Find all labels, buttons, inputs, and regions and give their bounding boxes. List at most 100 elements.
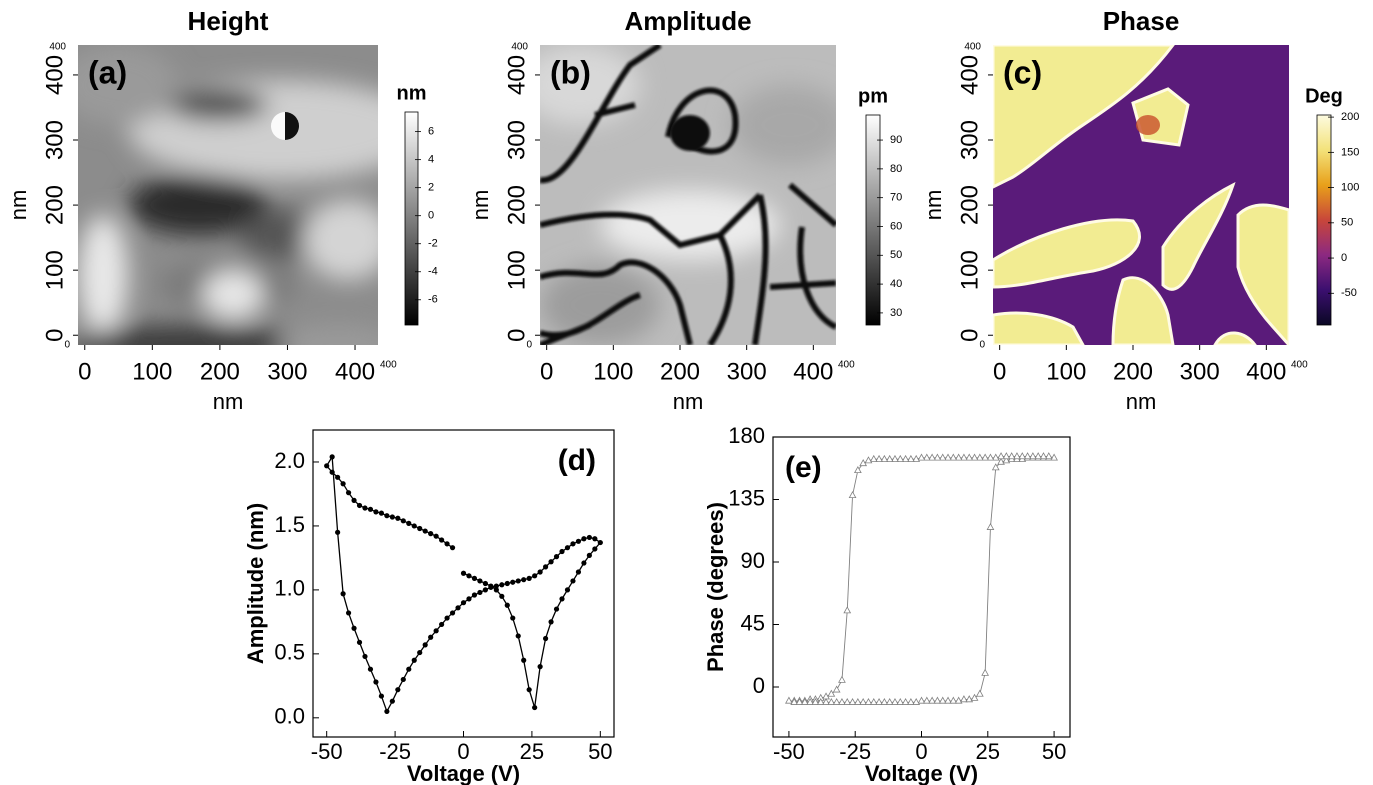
x-tick-label: 0 bbox=[540, 358, 553, 385]
data-point bbox=[907, 697, 915, 705]
data-point bbox=[944, 696, 952, 704]
y-tick-label: 400 bbox=[956, 55, 983, 95]
data-point bbox=[499, 582, 505, 588]
data-point bbox=[811, 697, 820, 705]
y-tick-label: 200 bbox=[956, 185, 983, 225]
data-point bbox=[859, 459, 868, 467]
data-point bbox=[991, 453, 1000, 461]
y-tick-label: 400 bbox=[41, 55, 68, 95]
data-point bbox=[960, 453, 968, 461]
colorbar-tick-label: 50 bbox=[1341, 217, 1353, 229]
data-point bbox=[922, 696, 931, 704]
data-point bbox=[997, 457, 1005, 465]
data-point bbox=[986, 453, 995, 461]
x-tick-label: -25 bbox=[839, 739, 871, 764]
data-point bbox=[592, 546, 598, 552]
data-point bbox=[400, 518, 406, 524]
data-point bbox=[970, 453, 979, 461]
data-point bbox=[559, 596, 565, 602]
data-point bbox=[400, 676, 406, 683]
image-title: Amplitude bbox=[624, 6, 751, 36]
data-point bbox=[822, 697, 830, 705]
colorbar-tick-label: 90 bbox=[890, 134, 902, 146]
x-tick-label: 200 bbox=[660, 358, 700, 385]
panel-label: (a) bbox=[88, 54, 127, 90]
data-point bbox=[843, 606, 852, 614]
data-point bbox=[816, 697, 825, 705]
data-point bbox=[542, 564, 549, 570]
data-point bbox=[949, 453, 958, 461]
x-tick-label: 100 bbox=[593, 358, 633, 385]
x-tick-label: 400 bbox=[1246, 358, 1286, 385]
data-point bbox=[575, 569, 582, 575]
y-tick-label: 300 bbox=[503, 120, 530, 160]
data-point bbox=[521, 657, 527, 663]
data-point bbox=[444, 615, 450, 621]
data-point bbox=[384, 708, 390, 715]
data-point bbox=[417, 649, 423, 656]
data-point bbox=[521, 577, 527, 583]
data-point bbox=[975, 689, 984, 697]
colorbar-tick-label: -50 bbox=[1341, 287, 1357, 299]
colorbar-tick-label: 40 bbox=[890, 278, 902, 290]
data-point bbox=[970, 693, 979, 701]
data-point bbox=[954, 696, 963, 704]
data-point bbox=[340, 591, 346, 597]
colorbar-tick-label: 50 bbox=[890, 249, 902, 261]
x-tick-label: 25 bbox=[976, 739, 1000, 764]
data-point bbox=[832, 697, 841, 705]
data-point bbox=[1007, 452, 1016, 460]
scan-label: 400 bbox=[511, 42, 528, 53]
data-point bbox=[345, 610, 352, 616]
data-point bbox=[329, 454, 335, 460]
data-point bbox=[422, 642, 428, 648]
colorbar-tick-label: -4 bbox=[428, 266, 438, 278]
x-tick-label: -50 bbox=[773, 739, 805, 764]
data-point bbox=[843, 697, 852, 705]
x-tick-label: 0 bbox=[457, 739, 469, 764]
data-point bbox=[1002, 452, 1011, 460]
data-point bbox=[1013, 452, 1021, 460]
data-point bbox=[853, 697, 862, 705]
x-tick-label: 400 bbox=[335, 358, 375, 385]
height-image bbox=[78, 45, 378, 345]
data-point bbox=[548, 619, 554, 625]
colorbar-tick-label: 200 bbox=[1341, 111, 1359, 123]
colorbar-tick-label: 4 bbox=[428, 154, 434, 166]
data-point bbox=[417, 525, 423, 532]
data-point bbox=[378, 693, 385, 699]
data-point bbox=[880, 454, 889, 462]
image-title: Phase bbox=[1103, 6, 1180, 36]
y-axis-label: Amplitude (nm) bbox=[243, 503, 268, 664]
data-point bbox=[488, 584, 494, 590]
data-point bbox=[586, 534, 592, 541]
data-point bbox=[422, 528, 428, 534]
data-point bbox=[559, 548, 565, 555]
data-point bbox=[901, 697, 910, 705]
x-tick-label: 300 bbox=[267, 358, 307, 385]
scan-label: 400 bbox=[838, 360, 855, 371]
scan-label: 0 bbox=[979, 340, 985, 351]
data-point bbox=[869, 697, 878, 705]
data-point bbox=[329, 469, 335, 475]
data-point bbox=[838, 675, 846, 683]
data-point bbox=[997, 452, 1005, 460]
data-point bbox=[891, 697, 899, 705]
data-point bbox=[564, 545, 571, 551]
amplitude-image bbox=[540, 45, 836, 345]
data-point bbox=[367, 666, 374, 672]
data-point bbox=[340, 481, 346, 487]
y-tick-label: 0 bbox=[503, 329, 530, 342]
data-point bbox=[1034, 452, 1043, 460]
data-point bbox=[785, 696, 793, 704]
data-point bbox=[373, 679, 379, 685]
data-point bbox=[917, 696, 926, 704]
data-point bbox=[853, 466, 862, 474]
data-point bbox=[406, 520, 412, 526]
data-point bbox=[449, 610, 456, 616]
data-point bbox=[532, 573, 538, 579]
data-point bbox=[1050, 453, 1058, 461]
x-tick-label: 200 bbox=[200, 358, 240, 385]
data-point bbox=[922, 453, 931, 461]
data-point bbox=[875, 697, 883, 705]
